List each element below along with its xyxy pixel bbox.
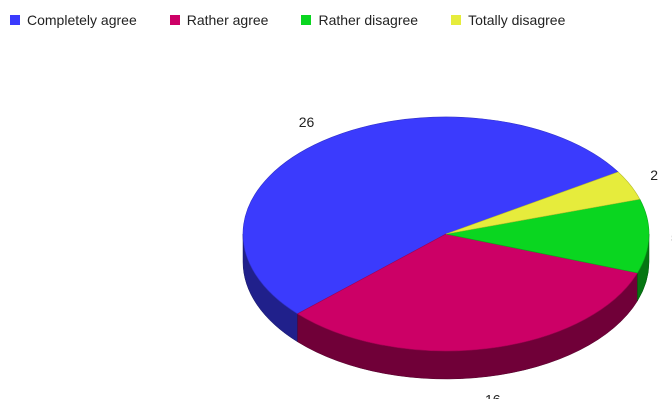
data-label-completely-agree: 26 (299, 114, 315, 130)
legend-swatch-rather-agree (169, 15, 180, 25)
legend-swatch-rather-disagree (301, 15, 312, 25)
legend-swatch-completely-agree (10, 15, 20, 25)
pie-slice-totally-disagree (445, 171, 641, 235)
pie-slice-completely-agree (242, 116, 619, 315)
legend-item-totally-disagree: Totally disagree (451, 12, 565, 28)
legend-label-totally-disagree: Totally disagree (468, 12, 566, 28)
pie-slice-rather-agree (296, 233, 638, 352)
data-label-totally-disagree: 2 (650, 167, 658, 183)
legend-label-rather-agree: Rather agree (186, 12, 269, 28)
legend-item-rather-agree: Rather agree (169, 12, 269, 28)
legend-label-rather-disagree: Rather disagree (318, 12, 419, 28)
legend-item-rather-disagree: Rather disagree (301, 12, 418, 28)
data-label-rather-agree: 16 (485, 391, 501, 399)
pie-slice-rather-disagree (445, 198, 650, 274)
legend: Completely agree Rather agree Rather dis… (10, 12, 565, 28)
pie-slices (242, 116, 650, 352)
legend-label-completely-agree: Completely agree (27, 12, 137, 28)
legend-item-completely-agree: Completely agree (10, 12, 137, 28)
legend-swatch-totally-disagree (451, 15, 462, 25)
